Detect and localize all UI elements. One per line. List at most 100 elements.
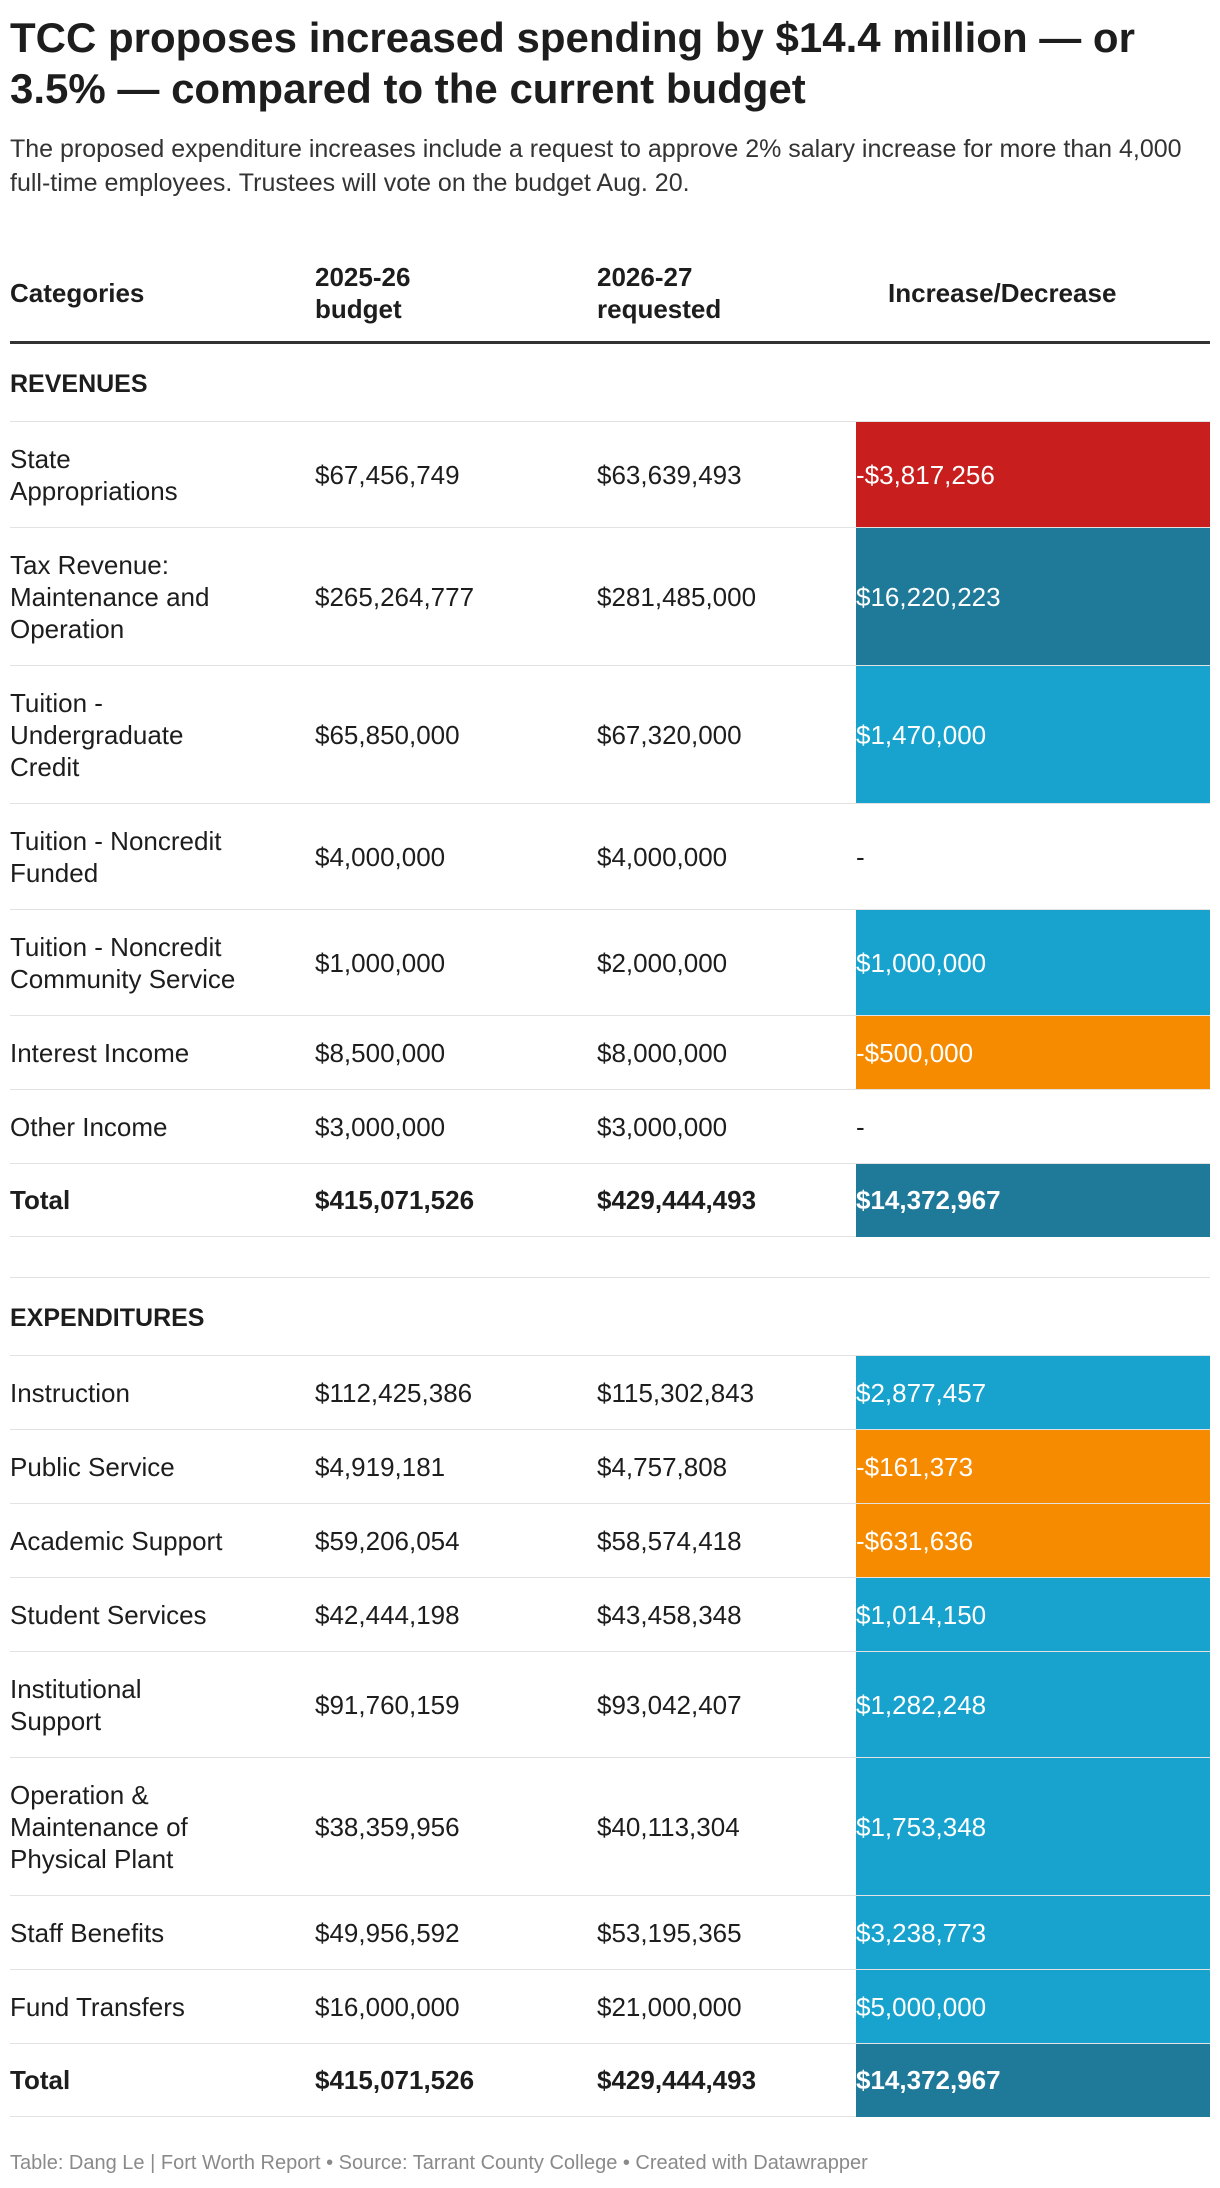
- requested-2026-27-cell: $58,574,418: [597, 1503, 856, 1578]
- change-cell: $16,220,223: [856, 527, 1210, 666]
- category-cell: Public Service: [10, 1429, 315, 1504]
- total-budget-2025-26-cell: $415,071,526: [315, 1163, 597, 1237]
- category-cell: Operation & Maintenance of Physical Plan…: [10, 1757, 315, 1896]
- budget-2025-26-cell: $16,000,000: [315, 1969, 597, 2044]
- budget-2025-26-cell: $112,425,386: [315, 1355, 597, 1430]
- budget-2025-26-cell: $49,956,592: [315, 1895, 597, 1970]
- change-cell: -: [856, 1089, 1210, 1164]
- budget-2025-26-cell: $4,000,000: [315, 803, 597, 910]
- table-row: Operation & Maintenance of Physical Plan…: [10, 1757, 1210, 1896]
- change-cell: $5,000,000: [856, 1969, 1210, 2044]
- total-requested-2026-27-cell: $429,444,493: [597, 1163, 856, 1237]
- category-cell: Staff Benefits: [10, 1895, 315, 1970]
- category-cell: Other Income: [10, 1089, 315, 1164]
- change-cell: -$161,373: [856, 1429, 1210, 1504]
- budget-2025-26-cell: $265,264,777: [315, 527, 597, 666]
- chart-subtitle: The proposed expenditure increases inclu…: [10, 135, 1182, 197]
- requested-2026-27-cell: $53,195,365: [597, 1895, 856, 1970]
- table-row: State Appropriations $67,456,749 $63,639,4…: [10, 421, 1210, 528]
- requested-2026-27-cell: $2,000,000: [597, 909, 856, 1016]
- chart-title: TCC proposes increased spending by $14.4…: [10, 14, 1135, 112]
- table-row: Institutional Support $91,760,159 $93,042,…: [10, 1651, 1210, 1758]
- requested-2026-27-cell: $281,485,000: [597, 527, 856, 666]
- requested-2026-27-cell: $63,639,493: [597, 421, 856, 528]
- budget-2025-26-cell: $91,760,159: [315, 1651, 597, 1758]
- table-row: Tax Revenue: Maintenance and Operation $2…: [10, 527, 1210, 666]
- budget-2025-26-cell: $4,919,181: [315, 1429, 597, 1504]
- change-cell: $3,238,773: [856, 1895, 1210, 1970]
- change-cell: $1,282,248: [856, 1651, 1210, 1758]
- total-change-cell: $14,372,967: [856, 1163, 1210, 1237]
- total-label-cell: Total: [10, 2043, 315, 2117]
- section-title: EXPENDITURES: [10, 1303, 205, 1332]
- change-cell: $2,877,457: [856, 1355, 1210, 1430]
- category-cell: Student Services: [10, 1577, 315, 1652]
- table-row: Tuition - Noncredit Funded $4,000,000 $4,0…: [10, 803, 1210, 910]
- total-row: Total $415,071,526 $429,444,493 $14,372,967: [10, 1163, 1210, 1237]
- category-cell: State Appropriations: [10, 421, 315, 528]
- category-cell: Tuition - Noncredit Community Service: [10, 909, 315, 1016]
- category-cell: Tuition - Noncredit Funded: [10, 803, 315, 910]
- chart-footer: Table: Dang Le | Fort Worth Report • Sou…: [10, 2152, 868, 2174]
- table-row: Academic Support $59,206,054 $58,574,418 -$…: [10, 1503, 1210, 1578]
- section-title: REVENUES: [10, 369, 148, 398]
- table-body: REVENUES State Appropriations $67,456,749 $…: [10, 343, 1210, 2117]
- requested-2026-27-cell: $40,113,304: [597, 1757, 856, 1896]
- change-cell: $1,753,348: [856, 1757, 1210, 1896]
- table-row: Staff Benefits $49,956,592 $53,195,365 $3,2…: [10, 1895, 1210, 1970]
- header-categories[interactable]: Categories: [10, 245, 315, 344]
- requested-2026-27-cell: $3,000,000: [597, 1089, 856, 1164]
- category-cell: Tax Revenue: Maintenance and Operation: [10, 527, 315, 666]
- budget-2025-26-cell: $65,850,000: [315, 665, 597, 804]
- table-row: Other Income $3,000,000 $3,000,000-: [10, 1089, 1210, 1164]
- table-row: Interest Income $8,500,000 $8,000,000 -$500…: [10, 1015, 1210, 1090]
- section-header-row: EXPENDITURES: [10, 1278, 1210, 1356]
- header-increase-decrease[interactable]: Increase/Decrease: [856, 245, 1210, 344]
- category-cell: Fund Transfers: [10, 1969, 315, 2044]
- budget-2025-26-cell: $1,000,000: [315, 909, 597, 1016]
- requested-2026-27-cell: $67,320,000: [597, 665, 856, 804]
- total-label-cell: Total: [10, 1163, 315, 1237]
- category-cell: Tuition - Undergraduate Credit: [10, 665, 315, 804]
- budget-2025-26-cell: $8,500,000: [315, 1015, 597, 1090]
- header-requested-2026-27[interactable]: 2026-27 requested: [597, 245, 856, 344]
- table-row: Public Service $4,919,181 $4,757,808 -$161,…: [10, 1429, 1210, 1504]
- total-row: Total $415,071,526 $429,444,493 $14,372,967: [10, 2043, 1210, 2117]
- requested-2026-27-cell: $115,302,843: [597, 1355, 856, 1430]
- change-cell: $1,470,000: [856, 665, 1210, 804]
- total-requested-2026-27-cell: $429,444,493: [597, 2043, 856, 2117]
- table-row: Fund Transfers $16,000,000 $21,000,000 $5,0…: [10, 1969, 1210, 2044]
- budget-2025-26-cell: $42,444,198: [315, 1577, 597, 1652]
- table-row: Instruction $112,425,386 $115,302,843 $2,87…: [10, 1355, 1210, 1430]
- budget-table: Categories 2025-26 budget 2026-27 reques…: [10, 245, 1210, 2117]
- category-cell: Institutional Support: [10, 1651, 315, 1758]
- change-cell: $1,014,150: [856, 1577, 1210, 1652]
- requested-2026-27-cell: $4,757,808: [597, 1429, 856, 1504]
- table-header: Categories 2025-26 budget 2026-27 reques…: [10, 245, 1210, 344]
- change-cell: -$631,636: [856, 1503, 1210, 1578]
- category-cell: Instruction: [10, 1355, 315, 1430]
- requested-2026-27-cell: $4,000,000: [597, 803, 856, 910]
- table-row: Tuition - Noncredit Community Service $1,…: [10, 909, 1210, 1016]
- total-budget-2025-26-cell: $415,071,526: [315, 2043, 597, 2117]
- requested-2026-27-cell: $43,458,348: [597, 1577, 856, 1652]
- table-row: Student Services $42,444,198 $43,458,348 $1…: [10, 1577, 1210, 1652]
- budget-2025-26-cell: $3,000,000: [315, 1089, 597, 1164]
- change-cell: -$3,817,256: [856, 421, 1210, 528]
- table-row: Tuition - Undergraduate Credit $65,850,00…: [10, 665, 1210, 804]
- budget-2025-26-cell: $38,359,956: [315, 1757, 597, 1896]
- section-header-row: REVENUES: [10, 343, 1210, 422]
- section-gap: [10, 1236, 1210, 1278]
- category-cell: Academic Support: [10, 1503, 315, 1578]
- category-cell: Interest Income: [10, 1015, 315, 1090]
- budget-2025-26-cell: $59,206,054: [315, 1503, 597, 1578]
- change-cell: $1,000,000: [856, 909, 1210, 1016]
- requested-2026-27-cell: $8,000,000: [597, 1015, 856, 1090]
- budget-2025-26-cell: $67,456,749: [315, 421, 597, 528]
- requested-2026-27-cell: $93,042,407: [597, 1651, 856, 1758]
- header-budget-2025-26[interactable]: 2025-26 budget: [315, 245, 597, 344]
- change-cell: -: [856, 803, 1210, 910]
- requested-2026-27-cell: $21,000,000: [597, 1969, 856, 2044]
- change-cell: -$500,000: [856, 1015, 1210, 1090]
